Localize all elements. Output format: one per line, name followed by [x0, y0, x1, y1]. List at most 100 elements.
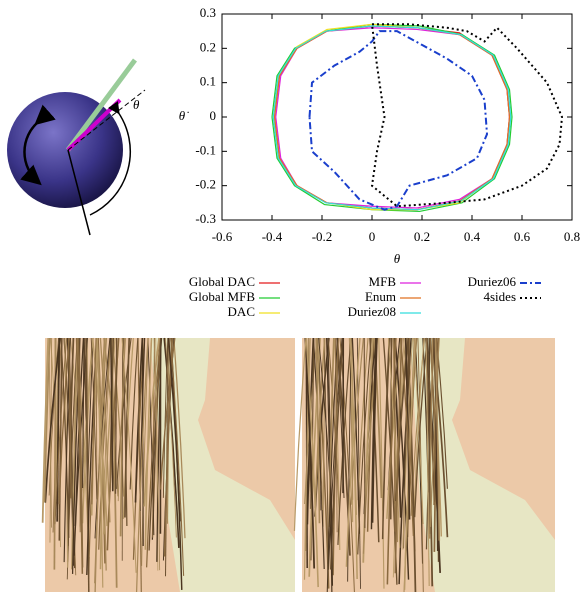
hair-strand: [44, 337, 61, 503]
hair-strand: [114, 337, 118, 494]
hair-strand: [60, 337, 70, 538]
hair-strand: [370, 337, 377, 530]
hair-strand: [43, 337, 51, 503]
hair-strand: [58, 337, 63, 541]
x-tick-label: -0.4: [262, 229, 283, 244]
series-line: [308, 30, 489, 211]
hair-strand: [94, 337, 108, 584]
x-tick-label: 0.8: [564, 229, 580, 244]
legend-label: Enum: [365, 289, 396, 304]
hair-strand: [381, 337, 391, 540]
hair-strand: [144, 337, 153, 550]
hair-strand: [357, 337, 369, 501]
hair-strand: [304, 337, 316, 569]
x-tick-label: -0.2: [312, 229, 333, 244]
hair-strand: [143, 337, 160, 507]
hair-strand: [414, 337, 428, 518]
hair-strand: [387, 337, 401, 548]
x-tick-label: 0.6: [514, 229, 531, 244]
hair-strand: [90, 337, 98, 500]
y-tick-label: -0.2: [195, 177, 216, 192]
hair-strand: [153, 337, 161, 571]
legend-label: Duriez08: [348, 304, 396, 319]
y-tick-label: -0.3: [195, 211, 216, 226]
theta-arc: [89, 101, 132, 216]
hair-strand: [162, 337, 169, 498]
series-line: [275, 27, 511, 209]
hair-strand: [430, 337, 440, 527]
hair-strand: [345, 337, 361, 567]
hair-strand: [312, 337, 325, 569]
hair-strand: [317, 337, 324, 510]
hair-strand: [390, 337, 393, 520]
hair-strand: [147, 337, 155, 536]
x-tick-label: 0: [369, 229, 376, 244]
hair-strand: [394, 337, 410, 580]
hair-strand: [349, 337, 358, 579]
hair-strand: [98, 337, 111, 550]
x-axis-label: θ: [394, 251, 401, 266]
hair-strand: [117, 337, 127, 502]
legend-label: Duriez06: [468, 274, 517, 289]
render-panel: [293, 337, 555, 592]
hair-strand: [425, 337, 430, 586]
hair-strand: [67, 337, 72, 499]
hair-strand: [121, 337, 137, 573]
hair-strand: [434, 337, 441, 541]
legend-label: Global DAC: [189, 274, 255, 289]
hair-strand: [336, 337, 351, 556]
y-tick-label: 0: [210, 108, 217, 123]
theta-label: θ: [133, 97, 140, 112]
hair-strand: [170, 337, 185, 576]
series-line: [271, 23, 513, 213]
hair-strand: [82, 337, 85, 489]
hair-strand: [402, 337, 413, 550]
series-line: [370, 23, 564, 208]
hair-strand: [66, 337, 78, 580]
hair-strand: [110, 337, 114, 492]
legend-label: Global MFB: [189, 289, 255, 304]
hair-strand: [323, 337, 330, 570]
hair-strand: [386, 337, 397, 585]
hair-strand: [41, 337, 50, 523]
hair-strand: [173, 337, 186, 539]
hair-strand: [141, 337, 149, 566]
hair-strand: [305, 337, 319, 588]
hair-strand: [415, 337, 423, 564]
hair-strand: [99, 337, 111, 523]
x-tick-label: 0.2: [414, 229, 430, 244]
hair-strand: [378, 337, 385, 589]
x-tick-label: 0.4: [464, 229, 481, 244]
hair-strand: [347, 337, 352, 582]
hair-strand: [56, 337, 61, 522]
hair-strand: [425, 337, 434, 587]
render-panel: [41, 337, 295, 592]
rotation-arrow: [20, 104, 56, 186]
hair-strand: [293, 337, 307, 531]
hair-strand: [85, 337, 90, 592]
hair-strand: [314, 337, 326, 509]
hair-strand: [357, 337, 372, 555]
hair-strand: [134, 337, 144, 503]
hair-strand: [167, 337, 181, 522]
y-axis-label: θ̇: [179, 108, 189, 123]
hair-strand: [58, 337, 70, 505]
direction-arrow: [65, 58, 138, 152]
hair-strand: [339, 337, 355, 592]
legend-label: MFB: [369, 274, 397, 289]
x-tick-label: -0.6: [212, 229, 233, 244]
legend-label: 4sides: [484, 289, 517, 304]
y-tick-label: 0.2: [200, 39, 216, 54]
figure-shape: [150, 338, 295, 592]
hair-strand: [49, 337, 53, 543]
hair-strand: [394, 337, 403, 574]
hair-strand: [137, 337, 142, 592]
legend-label: DAC: [228, 304, 255, 319]
y-tick-label: 0.3: [200, 5, 216, 20]
hair-strand: [116, 337, 132, 489]
hair-strand: [54, 337, 68, 525]
y-tick-label: 0.1: [200, 74, 216, 89]
hair-strand: [407, 337, 417, 592]
hair-strand: [135, 337, 149, 592]
